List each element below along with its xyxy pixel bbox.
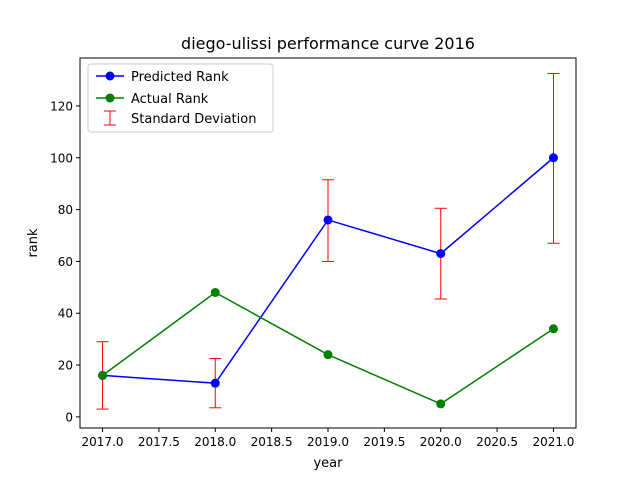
x-tick-label: 2020.5 — [476, 435, 518, 449]
y-tick-label: 0 — [65, 410, 73, 424]
actual-rank-point — [548, 324, 558, 334]
x-tick-label: 2018.5 — [251, 435, 293, 449]
y-tick-label: 60 — [58, 255, 73, 269]
y-tick-label: 120 — [50, 99, 73, 113]
predicted-rank-point — [323, 215, 333, 225]
x-tick-label: 2020.0 — [420, 435, 462, 449]
legend-predicted-marker — [105, 71, 115, 81]
x-axis: 2017.0 2017.5 2018.0 2018.5 2019.0 2019.5 2020… — [82, 428, 574, 449]
x-tick-label: 2019.0 — [307, 435, 349, 449]
chart-title: diego-ulissi performance curve 2016 — [181, 34, 475, 53]
y-tick-label: 80 — [58, 203, 73, 217]
predicted-rank-point — [210, 378, 220, 388]
x-tick-label: 2019.5 — [363, 435, 405, 449]
series-layer — [98, 153, 558, 409]
actual-rank-point — [210, 287, 220, 297]
x-tick-label: 2021.0 — [532, 435, 574, 449]
actual-rank-point — [98, 370, 108, 380]
legend-predicted-label: Predicted Rank — [131, 70, 229, 85]
y-tick-label: 100 — [50, 151, 73, 165]
legend-box — [87, 63, 274, 133]
actual-rank-line — [102, 291, 554, 405]
legend-stddev-label: Standard Deviation — [131, 112, 256, 127]
legend-actual-marker — [105, 93, 115, 103]
y-tick-label: 40 — [58, 307, 73, 321]
predicted-rank-point — [548, 153, 558, 163]
x-tick-label: 2018.0 — [194, 435, 236, 449]
actual-rank-point — [323, 350, 333, 360]
y-tick-label: 20 — [58, 359, 73, 373]
predicted-rank-point — [436, 249, 446, 259]
x-tick-label: 2017.5 — [138, 435, 180, 449]
legend-actual-label: Actual Rank — [131, 92, 209, 107]
legend: Predicted Rank Actual Rank Standard Devi… — [87, 63, 274, 133]
y-axis: 0 20 40 60 80 100 120 — [50, 99, 80, 424]
x-tick-label: 2017.0 — [82, 435, 124, 449]
y-axis-label: rank — [26, 228, 41, 258]
x-axis-label: year — [313, 456, 343, 471]
actual-rank-point — [436, 399, 446, 409]
